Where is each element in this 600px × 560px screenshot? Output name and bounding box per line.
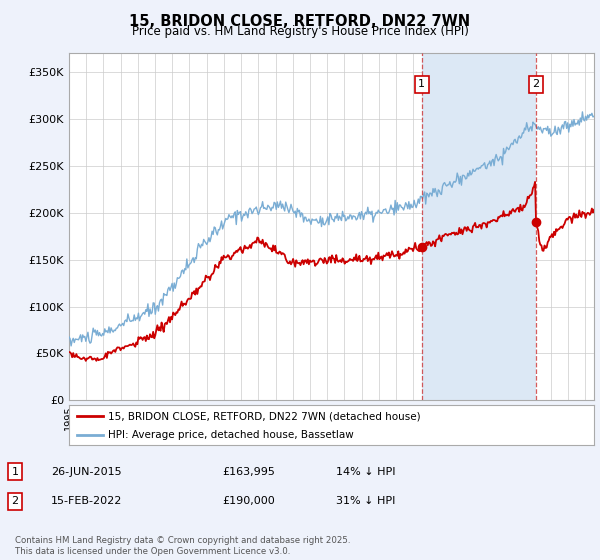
Bar [422, 53, 536, 400]
Text: 1: 1 [11, 466, 19, 477]
Text: 26-JUN-2015: 26-JUN-2015 [51, 466, 122, 477]
Text: 15, BRIDON CLOSE, RETFORD, DN22 7WN: 15, BRIDON CLOSE, RETFORD, DN22 7WN [130, 14, 470, 29]
Text: 1: 1 [418, 80, 425, 90]
Text: £190,000: £190,000 [222, 496, 275, 506]
Text: 14% ↓ HPI: 14% ↓ HPI [336, 466, 395, 477]
Text: 15-FEB-2022: 15-FEB-2022 [51, 496, 122, 506]
Text: £163,995: £163,995 [222, 466, 275, 477]
Text: Contains HM Land Registry data © Crown copyright and database right 2025.
This d: Contains HM Land Registry data © Crown c… [15, 536, 350, 556]
Text: 2: 2 [11, 496, 19, 506]
Text: Price paid vs. HM Land Registry's House Price Index (HPI): Price paid vs. HM Land Registry's House … [131, 25, 469, 38]
Text: HPI: Average price, detached house, Bassetlaw: HPI: Average price, detached house, Bass… [109, 430, 354, 440]
Text: 15, BRIDON CLOSE, RETFORD, DN22 7WN (detached house): 15, BRIDON CLOSE, RETFORD, DN22 7WN (det… [109, 411, 421, 421]
Text: 2: 2 [532, 80, 539, 90]
Text: 31% ↓ HPI: 31% ↓ HPI [336, 496, 395, 506]
